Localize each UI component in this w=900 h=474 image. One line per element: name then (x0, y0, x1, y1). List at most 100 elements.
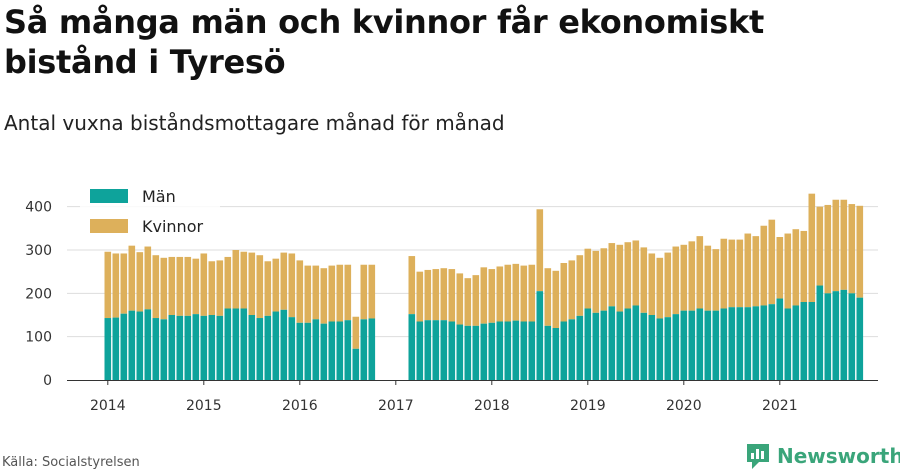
bar-man (832, 291, 840, 380)
bar-man (520, 321, 528, 380)
bar-man (224, 308, 232, 380)
bar-kvinnor (824, 204, 832, 294)
bar-kvinnor (240, 251, 248, 309)
bar-kvinnor (120, 253, 128, 314)
bar-man (528, 321, 536, 380)
bar-kvinnor (152, 255, 160, 319)
bar-man (184, 315, 192, 380)
bar-man (488, 322, 496, 380)
x-tick-label: 2020 (666, 398, 702, 414)
bar-man (592, 312, 600, 380)
bar-kvinnor (112, 253, 120, 318)
bar-man (256, 318, 264, 380)
bar-man (624, 308, 632, 380)
y-tick-label: 400 (25, 200, 52, 216)
bar-man (336, 321, 344, 380)
bar-man (664, 317, 672, 380)
bar-kvinnor (280, 252, 288, 310)
bar-kvinnor (592, 250, 600, 313)
bar-kvinnor (528, 264, 536, 322)
bar-kvinnor (464, 278, 472, 326)
bar-man (352, 348, 360, 380)
bar-man (648, 315, 656, 380)
y-axis: 0 100 200 300 400 (25, 200, 52, 389)
bar-man (472, 325, 480, 380)
x-tick-label: 2019 (570, 398, 606, 414)
newsworthy-logo[interactable]: Newsworthy (745, 442, 900, 470)
bar-man (688, 310, 696, 380)
bar-kvinnor (328, 265, 336, 322)
bar-man (696, 308, 704, 380)
bar-man (808, 302, 816, 380)
bar-kvinnor (808, 193, 816, 302)
bar-man (856, 297, 864, 380)
chart-subtitle: Antal vuxna biståndsmottagare månad för … (4, 111, 505, 135)
bar-man (456, 324, 464, 380)
bar-kvinnor (288, 253, 296, 318)
bar-man (120, 313, 128, 380)
bar-kvinnor (352, 316, 360, 349)
bar-kvinnor (576, 255, 584, 316)
bar-kvinnor (136, 252, 144, 312)
bar-man (552, 328, 560, 380)
bar-man (288, 317, 296, 380)
bar-kvinnor (472, 275, 480, 326)
bar-kvinnor (216, 260, 224, 316)
bar-man (616, 311, 624, 380)
bar-kvinnor (672, 246, 680, 315)
bar-man (104, 318, 112, 380)
bar-man (840, 289, 848, 380)
bar-man (744, 307, 752, 380)
bar-man (200, 315, 208, 380)
bar-man (560, 321, 568, 380)
x-tick-label: 2016 (282, 398, 318, 414)
bar-kvinnor (680, 244, 688, 311)
bar-kvinnor (440, 268, 448, 321)
x-tick-label: 2014 (90, 398, 126, 414)
bar-man (368, 318, 376, 380)
bar-kvinnor (648, 253, 656, 315)
bar-man (584, 308, 592, 380)
bar-man (640, 312, 648, 380)
bar-kvinnor (520, 265, 528, 322)
legend-swatch-men (90, 189, 128, 203)
legend-swatch-women (90, 219, 128, 233)
bar-man (720, 308, 728, 380)
bar-man (728, 307, 736, 380)
bar-kvinnor (744, 233, 752, 308)
bar-man (208, 315, 216, 380)
bar-kvinnor (176, 256, 184, 316)
bar-kvinnor (296, 260, 304, 323)
bar-kvinnor (264, 261, 272, 316)
bar-kvinnor (712, 249, 720, 311)
bar-kvinnor (184, 256, 192, 316)
bar-man (312, 319, 320, 380)
bar-kvinnor (840, 199, 848, 290)
bar-kvinnor (696, 236, 704, 309)
bar-man (504, 321, 512, 380)
bar-man (800, 302, 808, 380)
bar-kvinnor (448, 269, 456, 322)
bar-man (704, 310, 712, 380)
bar-kvinnor (336, 264, 344, 322)
bar-man (296, 322, 304, 380)
bar-kvinnor (208, 261, 216, 315)
bar-man (600, 310, 608, 380)
bar-man (736, 307, 744, 380)
y-tick-label: 0 (43, 373, 52, 389)
bar-kvinnor (552, 270, 560, 328)
bar-kvinnor (496, 266, 504, 322)
bar-man (344, 320, 352, 380)
bar-man (576, 315, 584, 380)
bar-man (792, 305, 800, 380)
bar-man (304, 322, 312, 380)
bar-man (144, 309, 152, 380)
bar-kvinnor (304, 265, 312, 323)
bar-man (568, 319, 576, 380)
y-tick-label: 300 (25, 243, 52, 259)
bar-kvinnor (624, 242, 632, 309)
bar-man (240, 308, 248, 380)
bar-kvinnor (192, 258, 200, 315)
bar-kvinnor (800, 230, 808, 302)
